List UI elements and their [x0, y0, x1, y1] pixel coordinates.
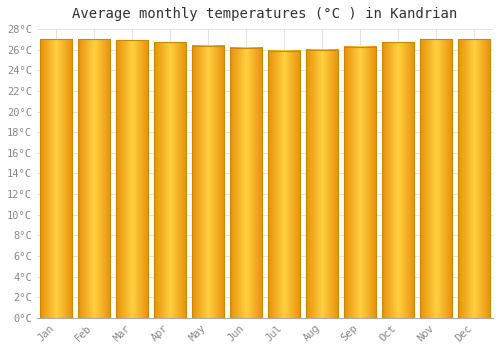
Bar: [344, 47, 376, 318]
Bar: [154, 42, 186, 318]
Bar: [40, 39, 72, 318]
Bar: [192, 46, 224, 318]
Title: Average monthly temperatures (°C ) in Kandrian: Average monthly temperatures (°C ) in Ka…: [72, 7, 458, 21]
Bar: [420, 39, 452, 318]
Bar: [306, 50, 338, 318]
Bar: [78, 39, 110, 318]
Bar: [230, 48, 262, 318]
Bar: [268, 51, 300, 318]
Bar: [458, 39, 490, 318]
Bar: [382, 42, 414, 318]
Bar: [116, 40, 148, 318]
